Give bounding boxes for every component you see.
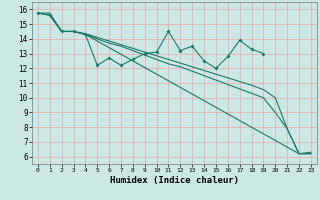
X-axis label: Humidex (Indice chaleur): Humidex (Indice chaleur) — [110, 176, 239, 185]
